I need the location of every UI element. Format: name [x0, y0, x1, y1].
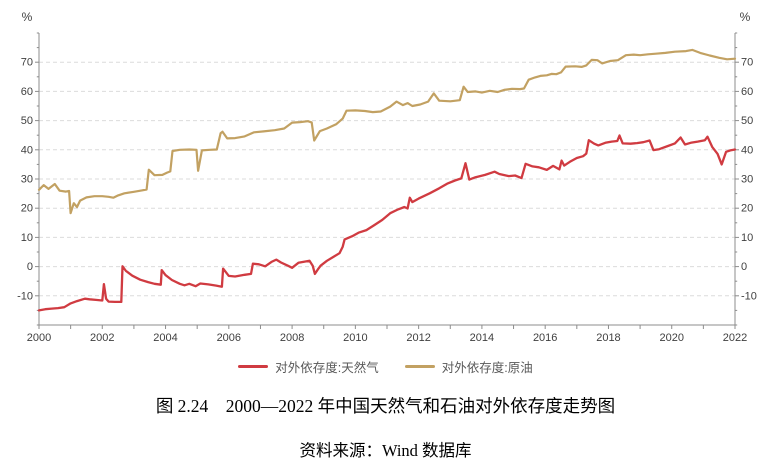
x-tick-label: 2006 [217, 332, 241, 344]
y-tick-label-right: 70 [741, 57, 753, 69]
y-axis-unit-left: % [22, 10, 33, 24]
x-tick-label: 2000 [27, 332, 51, 344]
legend-item-gas: 对外依存度:天然气 [238, 357, 379, 376]
x-tick-label: 2010 [343, 332, 367, 344]
y-tick-label-left: 40 [21, 144, 33, 156]
y-tick-label-right: 40 [741, 144, 753, 156]
x-tick-label: 2008 [280, 332, 304, 344]
y-tick-label-right: 0 [741, 261, 747, 273]
y-tick-label-left: 20 [21, 203, 33, 215]
y-tick-label-right: 50 [741, 115, 753, 127]
x-tick-label: 2018 [596, 332, 620, 344]
y-tick-label-left: 10 [21, 232, 33, 244]
x-tick-label: 2004 [153, 332, 177, 344]
legend: 对外依存度:天然气 对外依存度:原油 [0, 357, 771, 376]
source-caption: 资料来源：Wind 数据库 [299, 441, 472, 460]
y-tick-label-left: 0 [27, 261, 33, 273]
x-tick-label: 2020 [659, 332, 683, 344]
x-tick-label: 2016 [533, 332, 557, 344]
y-tick-label-left: 70 [21, 57, 33, 69]
legend-label-gas: 对外依存度:天然气 [275, 361, 379, 375]
y-tick-label-right: -10 [741, 290, 757, 302]
x-tick-label: 2022 [723, 332, 747, 344]
legend-label-oil: 对外依存度:原油 [441, 361, 533, 375]
x-tick-label: 2014 [470, 332, 494, 344]
gas-line-swatch [238, 365, 269, 368]
x-tick-label: 2012 [406, 332, 430, 344]
x-axis-ticks: 2000 2002 2004 2006 2008 2010 2012 2014 2016 2018… [27, 325, 747, 344]
y-axis-unit-right: % [740, 10, 751, 24]
oil-series-line [37, 48, 737, 215]
legend-item-oil: 对外依存度:原油 [404, 357, 533, 376]
y-tick-label-right: 20 [741, 203, 753, 215]
y-tick-label-left: 50 [21, 115, 33, 127]
y-tick-label-right: 60 [741, 86, 753, 98]
y-tick-label-right: 10 [741, 232, 753, 244]
gas-series-line [37, 134, 737, 312]
x-tick-label: 2002 [90, 332, 114, 344]
oil-line-swatch [404, 365, 435, 368]
y-tick-label-left: -10 [17, 290, 33, 302]
gridlines [39, 61, 735, 297]
figure-caption: 图 2.24 2000—2022 年中国天然气和石油对外依存度走势图 [155, 396, 616, 416]
y-tick-label-left: 60 [21, 86, 33, 98]
y-tick-label-left: 30 [21, 174, 33, 186]
y-tick-label-right: 30 [741, 174, 753, 186]
y-axis-ticks: -10 -10 0 0 10 10 20 20 30 30 40 40 50 50 60 60 70 70 [17, 32, 757, 326]
